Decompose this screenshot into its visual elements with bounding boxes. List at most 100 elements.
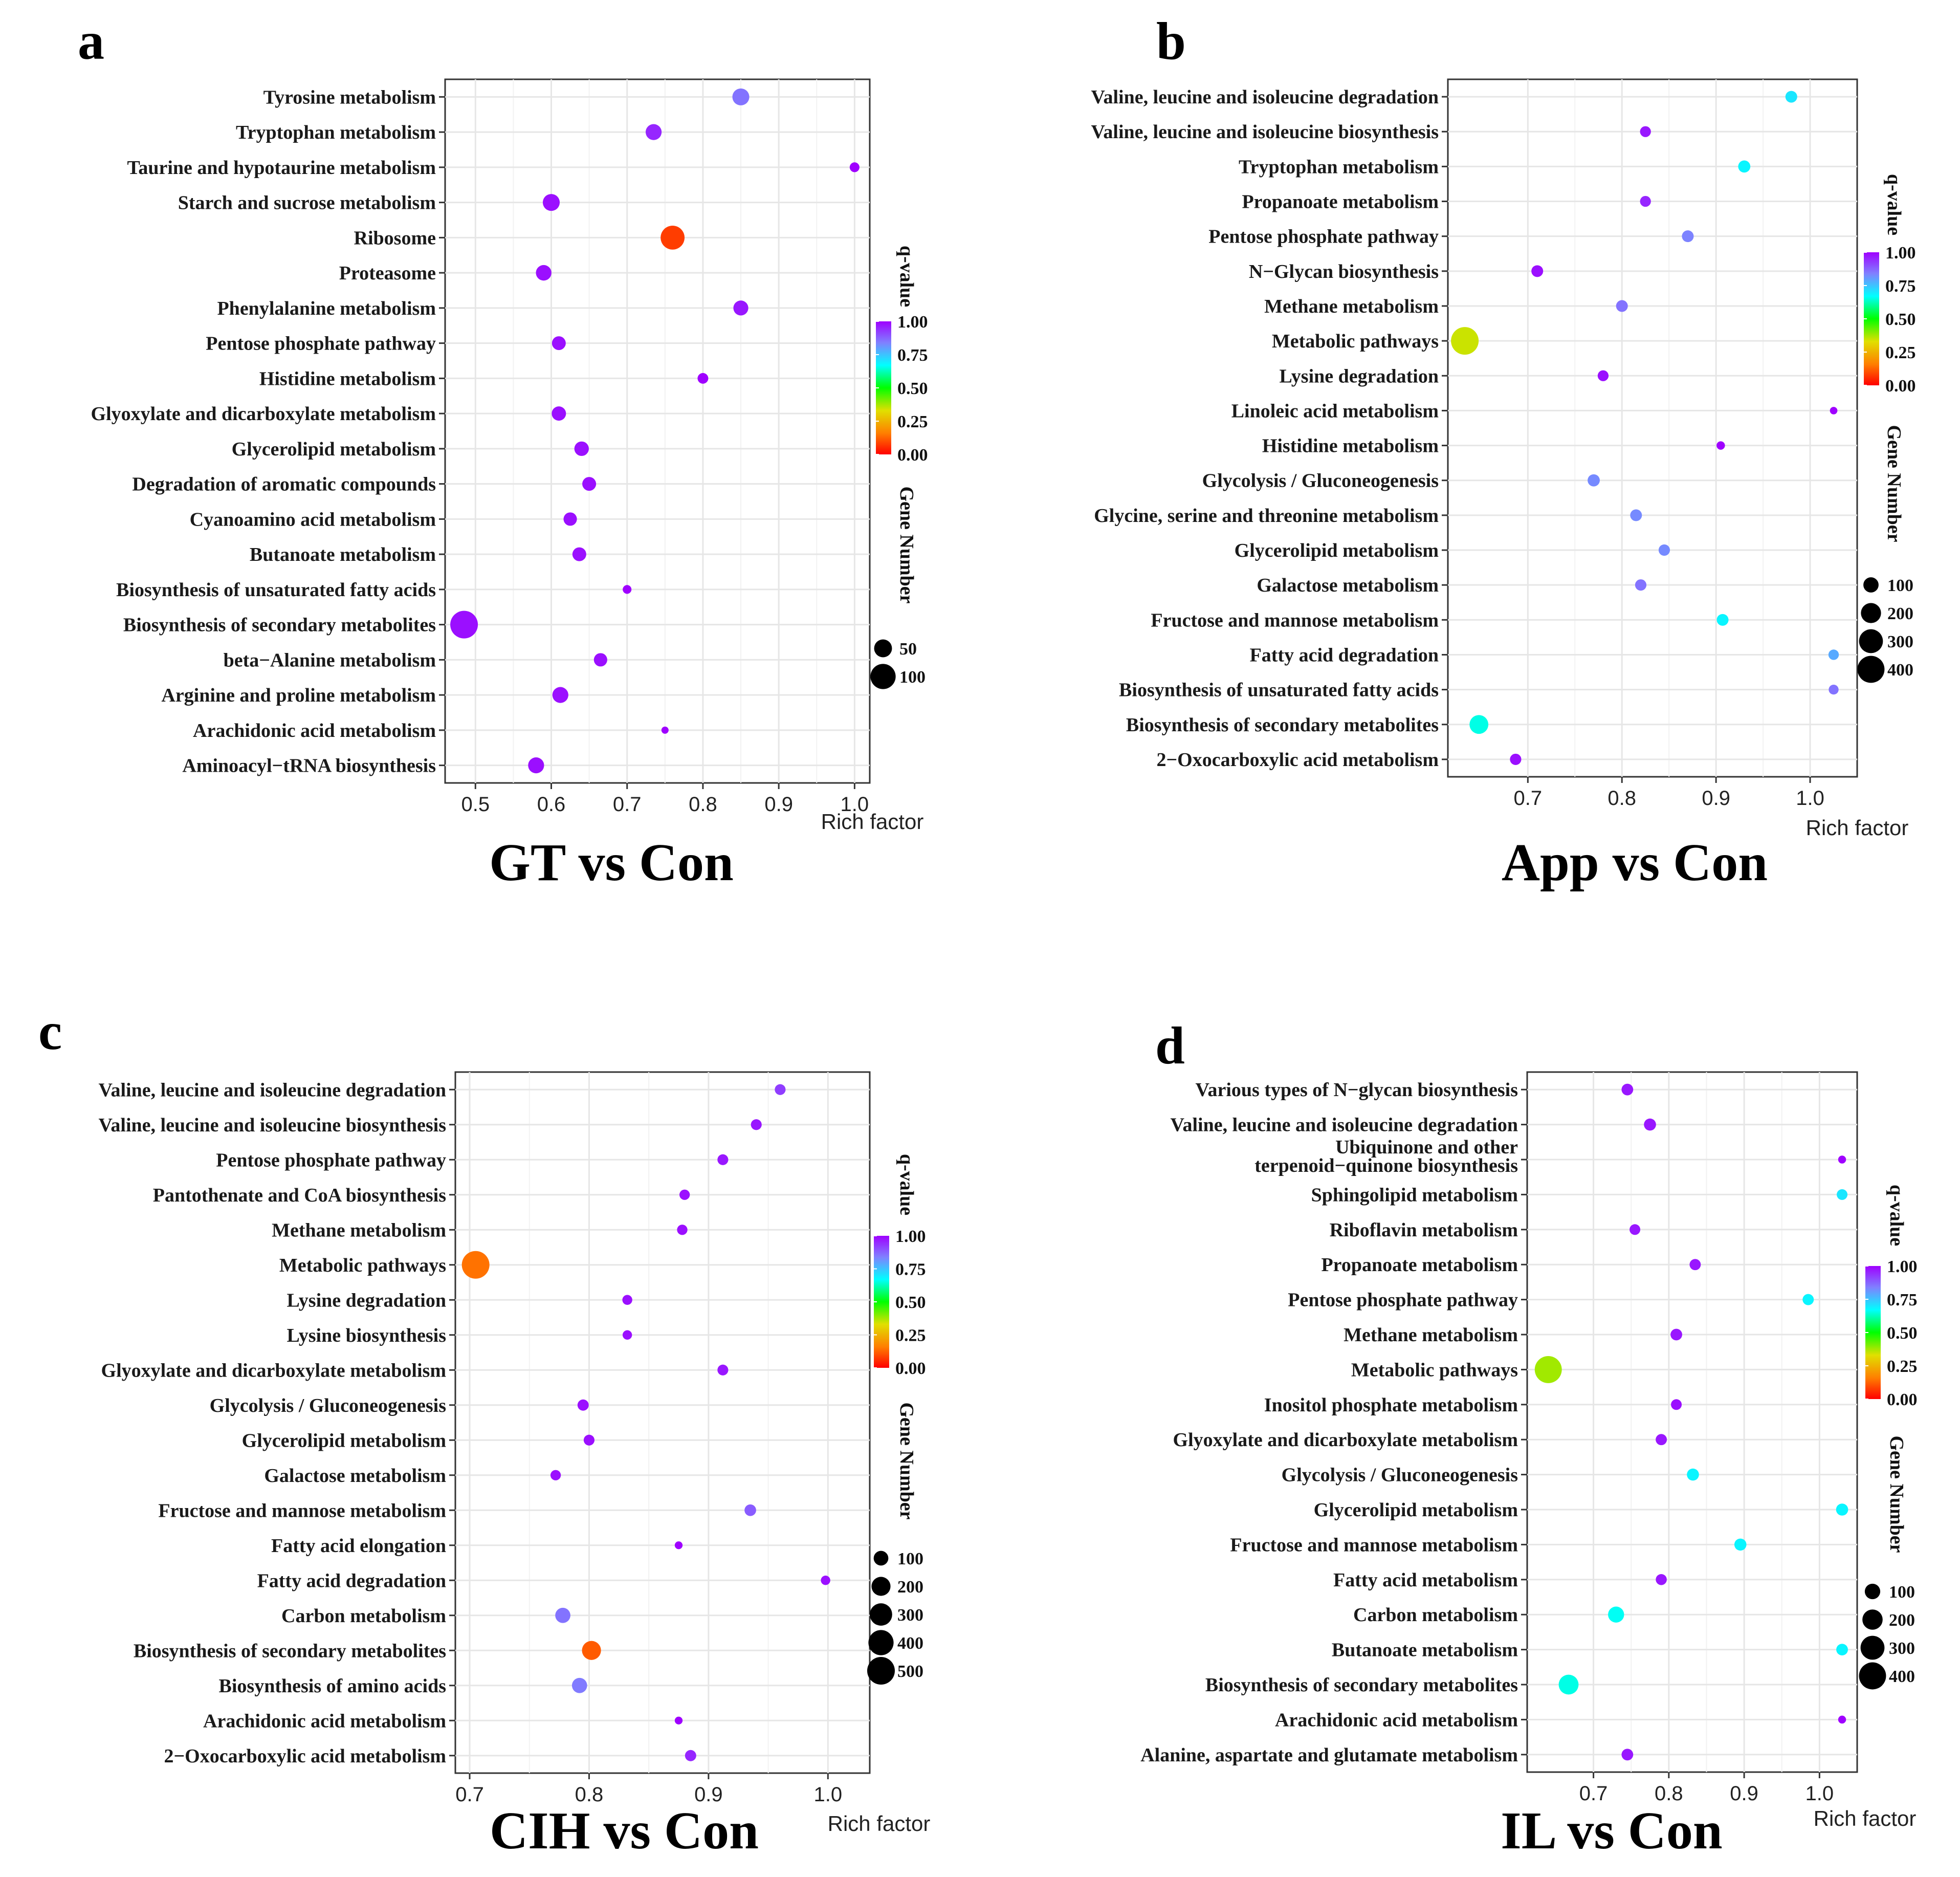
- y-tick-label: Fatty acid metabolism: [1333, 1569, 1518, 1591]
- color-legend-title: q-value: [896, 1154, 917, 1215]
- size-legend-label: 400: [897, 1634, 923, 1653]
- data-point: [645, 124, 662, 140]
- y-tick-label: Arachidonic acid metabolism: [193, 720, 436, 741]
- y-tick-label: Methane metabolism: [1344, 1324, 1518, 1346]
- data-point: [542, 194, 560, 211]
- y-tick-label: Phenylalanine metabolism: [217, 298, 436, 319]
- data-point: [623, 585, 632, 594]
- size-legend-dot: [1860, 1635, 1885, 1660]
- data-point: [552, 687, 568, 703]
- y-tick-label: N−Glycan biosynthesis: [1249, 261, 1439, 282]
- data-point: [583, 1434, 595, 1446]
- data-point: [1531, 265, 1544, 277]
- data-point: [1802, 1294, 1814, 1305]
- size-legend-title: Gene Number: [1883, 425, 1905, 542]
- x-axis-title: Rich factor: [821, 810, 924, 834]
- size-legend-dot: [870, 1603, 892, 1626]
- y-tick-label: Lysine degradation: [287, 1290, 446, 1311]
- size-legend-dot: [1863, 577, 1879, 593]
- data-point: [1716, 441, 1725, 450]
- size-legend-dot: [867, 1657, 895, 1685]
- legend: q-value 0.00 0.25 0.50 0.75 1.00 Gene Number 10…: [1857, 174, 1916, 683]
- size-legend-label: 100: [899, 668, 926, 687]
- y-tick-label: Methane metabolism: [1264, 296, 1439, 317]
- x-tick-label: 0.9: [764, 793, 793, 816]
- y-tick-label: Glyoxylate and dicarboxylate metabolism: [91, 403, 436, 425]
- y-tick-label: Glycolysis / Gluconeogenesis: [1202, 470, 1439, 492]
- size-legend-dot: [1857, 656, 1885, 683]
- y-tick-label: Glycerolipid metabolism: [232, 439, 436, 460]
- y-tick-label: Starch and sucrose metabolism: [178, 192, 436, 214]
- y-tick-label: Biosynthesis of unsaturated fatty acids: [1119, 680, 1439, 701]
- data-point: [1640, 195, 1651, 207]
- y-tick-label: Ubiquinone and other terpenoid−quinone bi…: [1254, 1137, 1518, 1176]
- y-tick-label: Pentose phosphate pathway: [1208, 226, 1439, 248]
- plot-area: [1526, 1071, 1858, 1773]
- data-point: [1738, 160, 1751, 173]
- color-legend-label: 0.50: [1887, 1324, 1918, 1343]
- x-tick-label: 0.9: [1730, 1782, 1758, 1805]
- panel-label: d: [1155, 1016, 1185, 1075]
- size-legend-label: 100: [897, 1549, 923, 1568]
- y-tick-label: Tyrosine metabolism: [263, 86, 436, 108]
- y-tick-label: Fatty acid elongation: [271, 1535, 446, 1557]
- data-point: [674, 1541, 683, 1549]
- color-legend-title: q-value: [1883, 174, 1905, 235]
- y-tick-label: Fatty acid degradation: [257, 1570, 446, 1591]
- enrichment-plot: Valine, leucine and isoleucine degradati…: [1091, 78, 1909, 840]
- x-tick-label: 0.9: [1702, 787, 1730, 810]
- color-legend-label: 0.00: [1885, 377, 1916, 396]
- x-tick-label: 0.9: [694, 1783, 723, 1806]
- y-tick-label: Pantothenate and CoA biosynthesis: [153, 1185, 446, 1206]
- size-legend-label: 200: [897, 1578, 923, 1597]
- y-tick-label: Histidine metabolism: [259, 368, 436, 389]
- data-point: [1588, 474, 1600, 487]
- y-tick-label: Galactose metabolism: [264, 1465, 446, 1487]
- data-point: [661, 726, 669, 734]
- y-tick-label: Carbon metabolism: [281, 1605, 446, 1627]
- size-legend-title: Gene Number: [896, 486, 917, 603]
- plot-area: [1447, 78, 1858, 778]
- panel-a: a GT vs Con Tyrosine metabolism Tryptopha…: [78, 12, 928, 892]
- data-point: [677, 1225, 688, 1235]
- y-tick-label: Butanoate metabolism: [1332, 1640, 1518, 1661]
- comparison-title: CIH vs Con: [490, 1801, 759, 1860]
- panel-label: b: [1156, 12, 1186, 71]
- x-tick-label: 1.0: [1796, 787, 1824, 810]
- y-tick-label: Glycerolipid metabolism: [1314, 1499, 1518, 1521]
- size-legend-title: Gene Number: [1886, 1435, 1907, 1553]
- color-legend-label: 0.00: [1887, 1390, 1918, 1409]
- y-tick-label: Valine, leucine and isoleucine biosynthe…: [98, 1115, 446, 1136]
- y-tick-label: Taurine and hypotaurine metabolism: [127, 157, 436, 179]
- data-point: [775, 1084, 786, 1095]
- data-point: [717, 1364, 729, 1376]
- data-point: [622, 1295, 632, 1305]
- x-tick-label: 0.7: [1579, 1782, 1608, 1805]
- y-tick-label: Linoleic acid metabolism: [1231, 400, 1439, 422]
- y-tick-label: Cyanoamino acid metabolism: [190, 509, 436, 530]
- x-tick-label: 0.7: [455, 1783, 484, 1806]
- data-point: [1630, 509, 1642, 521]
- data-point: [685, 1750, 696, 1761]
- color-legend-label: 0.75: [1887, 1291, 1918, 1309]
- y-tick-label: Lysine biosynthesis: [287, 1325, 447, 1346]
- y-tick-label: Methane metabolism: [272, 1219, 446, 1241]
- color-legend-label: 0.75: [895, 1260, 926, 1279]
- legend: q-value 0.00 0.25 0.50 0.75 1.00 Gene Number 50…: [870, 246, 928, 689]
- y-tick-label: Valine, leucine and isoleucine biosynthe…: [1091, 121, 1439, 143]
- color-legend-label: 0.25: [1885, 343, 1916, 362]
- y-tick-label: Glyoxylate and dicarboxylate metabolism: [101, 1360, 446, 1381]
- data-point: [1629, 1224, 1641, 1235]
- size-legend-dot: [1861, 603, 1881, 623]
- x-axis-title: Rich factor: [1806, 816, 1909, 840]
- size-legend-dot: [870, 664, 896, 689]
- x-axis-title: Rich factor: [828, 1811, 931, 1836]
- data-point: [1640, 126, 1651, 137]
- y-tick-label: Tryptophan metabolism: [236, 122, 436, 143]
- size-legend-dot: [1859, 1662, 1886, 1690]
- data-point: [821, 1576, 830, 1585]
- y-tick-label: Glycolysis / Gluconeogenesis: [210, 1395, 446, 1416]
- plot-area: [444, 78, 871, 784]
- y-tick-label: Histidine metabolism: [1262, 435, 1439, 457]
- data-point: [717, 1154, 729, 1165]
